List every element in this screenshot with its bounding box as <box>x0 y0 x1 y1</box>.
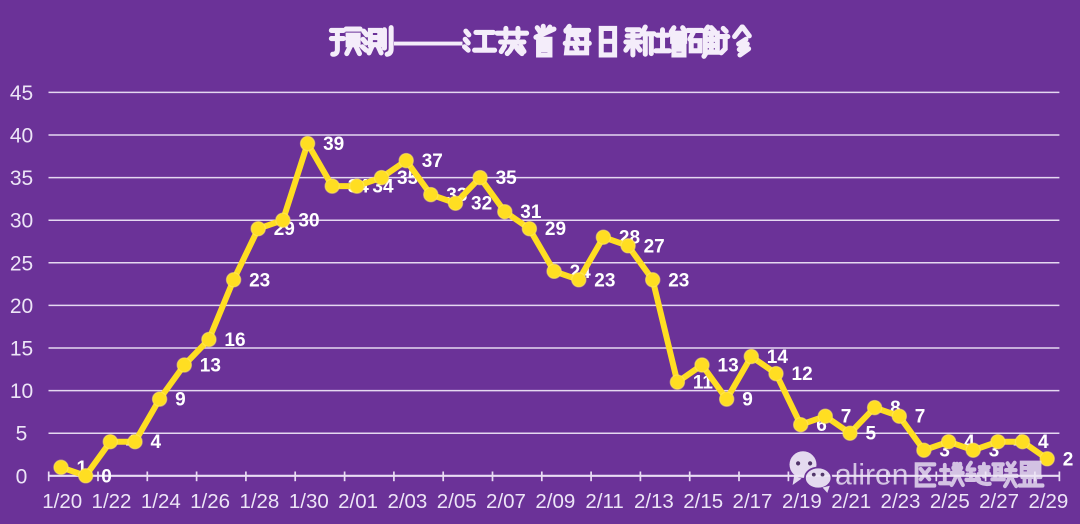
svg-text:2/19: 2/19 <box>782 490 822 513</box>
svg-text:9: 9 <box>742 390 753 411</box>
svg-text:35: 35 <box>10 167 33 190</box>
svg-text:13: 13 <box>718 356 739 377</box>
svg-text:1/26: 1/26 <box>190 490 230 513</box>
svg-text:5: 5 <box>16 423 28 446</box>
svg-text:3: 3 <box>939 441 950 462</box>
svg-text:23: 23 <box>668 270 689 291</box>
svg-text:3: 3 <box>989 441 1000 462</box>
svg-text:14: 14 <box>767 347 789 368</box>
svg-text:39: 39 <box>323 134 344 155</box>
svg-text:2/25: 2/25 <box>930 490 970 513</box>
svg-text:1/20: 1/20 <box>42 490 82 513</box>
svg-text:15: 15 <box>10 338 33 361</box>
svg-text:13: 13 <box>200 356 221 377</box>
svg-text:30: 30 <box>298 211 319 232</box>
svg-text:29: 29 <box>545 219 566 240</box>
svg-text:2/03: 2/03 <box>387 490 427 513</box>
svg-text:4: 4 <box>964 432 975 453</box>
svg-text:2/07: 2/07 <box>486 490 526 513</box>
svg-text:4: 4 <box>1038 432 1049 453</box>
svg-text:1/22: 1/22 <box>92 490 132 513</box>
svg-text:20: 20 <box>10 295 33 318</box>
svg-text:32: 32 <box>471 194 492 215</box>
svg-text:2/23: 2/23 <box>881 490 921 513</box>
svg-text:30: 30 <box>10 210 33 233</box>
svg-text:8: 8 <box>890 398 901 419</box>
svg-text:25: 25 <box>10 252 33 275</box>
svg-text:12: 12 <box>792 364 813 385</box>
svg-text:1/28: 1/28 <box>239 490 279 513</box>
svg-text:23: 23 <box>594 270 615 291</box>
svg-text:7: 7 <box>915 407 926 428</box>
svg-text:31: 31 <box>520 202 542 223</box>
svg-text:1/24: 1/24 <box>141 490 181 513</box>
svg-text:2/29: 2/29 <box>1028 490 1068 513</box>
svg-text:2/11: 2/11 <box>585 490 623 513</box>
svg-text:5: 5 <box>866 424 877 445</box>
svg-text:35: 35 <box>496 168 518 189</box>
svg-text:2/17: 2/17 <box>733 490 773 513</box>
svg-text:1/30: 1/30 <box>289 490 329 513</box>
svg-text:9: 9 <box>175 390 186 411</box>
svg-text:2/05: 2/05 <box>437 490 477 513</box>
svg-text:aliren: aliren <box>835 459 908 492</box>
svg-text:45: 45 <box>10 82 33 105</box>
svg-text:6: 6 <box>816 415 827 436</box>
svg-text:37: 37 <box>422 151 443 172</box>
svg-text:10: 10 <box>10 380 33 403</box>
svg-text:0: 0 <box>101 466 112 487</box>
svg-text:2/13: 2/13 <box>634 490 674 513</box>
svg-text:16: 16 <box>224 330 245 351</box>
svg-text:27: 27 <box>644 236 665 257</box>
svg-text:1: 1 <box>77 458 88 479</box>
svg-text:7: 7 <box>841 407 852 428</box>
svg-text:23: 23 <box>249 270 270 291</box>
svg-text:2/01: 2/01 <box>338 490 378 513</box>
svg-text:2/09: 2/09 <box>535 490 575 513</box>
svg-text:2/27: 2/27 <box>979 490 1019 513</box>
svg-text:4: 4 <box>151 432 162 453</box>
svg-text:2: 2 <box>1063 449 1074 470</box>
svg-text:2/15: 2/15 <box>683 490 723 513</box>
svg-text:40: 40 <box>10 125 33 148</box>
svg-text:0: 0 <box>16 465 28 488</box>
svg-text:2/21: 2/21 <box>831 490 871 513</box>
